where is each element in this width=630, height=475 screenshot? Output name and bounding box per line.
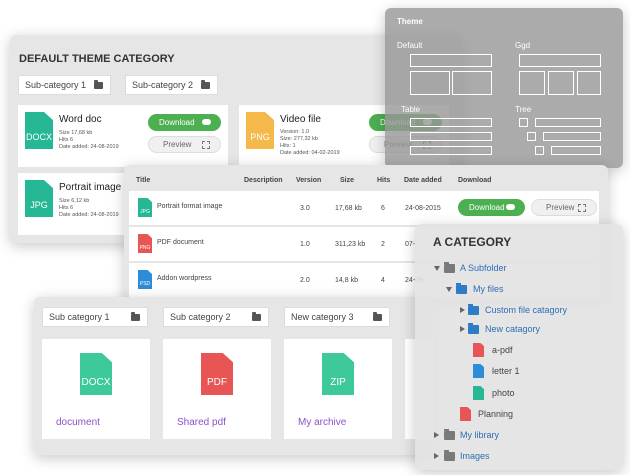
folder-icon [94,80,103,89]
cloud-download-icon [506,204,515,210]
file-name: Video file [280,114,321,125]
folder-icon [252,312,261,321]
panel-title: DEFAULT THEME CATEGORY [19,53,175,65]
pdf-file-icon: PDF [201,353,233,395]
collapse-arrow-icon[interactable] [434,453,439,459]
theme-option-default[interactable]: Default [397,41,423,50]
folder-icon [444,450,455,461]
collapse-arrow-icon[interactable] [460,326,465,332]
png-file-icon: PNG [138,234,152,253]
column-header-size: Size [340,177,355,184]
theme-panel-title: Theme [397,17,423,26]
subcategory-chip-3[interactable]: New category 3 [284,307,390,327]
column-header-description: Description [244,177,283,184]
tree-item-letter-1[interactable]: letter 1 [415,363,623,379]
file-name: Word doc [59,114,102,125]
tree-theme-panel: A CATEGORY A Subfolder My files Custom f… [415,224,623,470]
table-layout-preview [410,118,492,127]
tree-item-custom-file-catagory[interactable]: Custom file catagory [415,304,623,318]
expand-arrow-icon[interactable] [446,287,452,292]
tree-panel-title: A CATEGORY [433,235,512,249]
expand-icon [202,141,210,149]
file-name: Shared pdf [177,417,226,428]
grid-file-card-my-archive[interactable]: ZIP My archive [284,339,392,439]
file-name: Portrait image [59,182,122,193]
folder-icon [201,80,210,89]
png-file-icon: PNG [246,112,274,149]
image-file-icon [473,386,484,400]
tree-item-my-library[interactable]: My library [415,429,623,443]
file-name: My archive [298,417,347,428]
column-header-hits: Hits [377,177,391,184]
tree-item-photo[interactable]: photo [415,385,623,401]
column-header-title: Title [136,177,151,184]
pdf-file-icon [473,343,484,357]
folder-icon [444,429,455,440]
tree-item-planning[interactable]: Planning [415,406,623,422]
doc-file-icon [473,364,484,378]
folder-icon [373,312,382,321]
tree-layout-preview [519,118,528,127]
expand-icon [578,204,586,212]
tree-item-new-catagory[interactable]: New catagory [415,323,623,337]
subcategory-chip-2[interactable]: Sub category 2 [163,307,269,327]
default-layout-preview [410,54,492,67]
preview-button[interactable]: Preview [531,199,597,216]
folder-icon [456,283,467,294]
grid-theme-panel: Sub category 1 Sub category 2 New catego… [34,297,434,455]
file-name: document [56,417,100,428]
pdf-file-icon [460,407,471,421]
download-button[interactable]: Download [458,199,525,216]
jpg-file-icon: JPG [138,198,152,217]
download-button[interactable]: Download [148,114,221,131]
subcategory-chip-1[interactable]: Sub-category 1 [18,75,111,95]
table-row[interactable]: JPG Portrait format image 3.0 17,68 kb 6… [129,191,599,225]
column-header-version: Version [296,177,322,184]
folder-icon [131,312,140,321]
column-header-date: Date added [404,177,442,184]
tree-item-images[interactable]: Images [415,450,623,464]
expand-arrow-icon[interactable] [434,266,440,271]
subcategory-chip-2[interactable]: Sub-category 2 [125,75,218,95]
grid-file-card-shared-pdf[interactable]: PDF Shared pdf [163,339,271,439]
docx-file-icon: DOCX [80,353,112,395]
preview-button[interactable]: Preview [148,136,221,153]
folder-icon [468,304,479,315]
theme-selector-panel: Theme Default Ggd Table Tree [385,8,623,168]
theme-option-table[interactable]: Table [401,105,421,114]
theme-option-tree[interactable]: Tree [515,105,532,114]
cloud-download-icon [202,119,211,125]
column-header-download: Download [458,177,492,184]
folder-icon [444,262,455,273]
folder-icon [468,323,479,334]
tree-item-a-subfolder[interactable]: A Subfolder [415,262,623,276]
grid-file-card-document[interactable]: DOCX document [42,339,150,439]
docx-file-icon: DOCX [25,112,53,149]
psd-file-icon: PSD [138,270,152,289]
theme-option-ggd[interactable]: Ggd [515,41,531,50]
ggd-layout-preview [519,54,601,67]
tree-item-a-pdf[interactable]: a-pdf [415,342,623,358]
tree-item-my-files[interactable]: My files [415,283,623,297]
jpg-file-icon: JPG [25,180,53,217]
subcategory-chip-1[interactable]: Sub category 1 [42,307,148,327]
collapse-arrow-icon[interactable] [434,432,439,438]
zip-file-icon: ZIP [322,353,354,395]
file-card-word-doc[interactable]: DOCX Word doc Size 17,68 kb Hits 6 Date … [18,105,228,167]
collapse-arrow-icon[interactable] [460,307,465,313]
